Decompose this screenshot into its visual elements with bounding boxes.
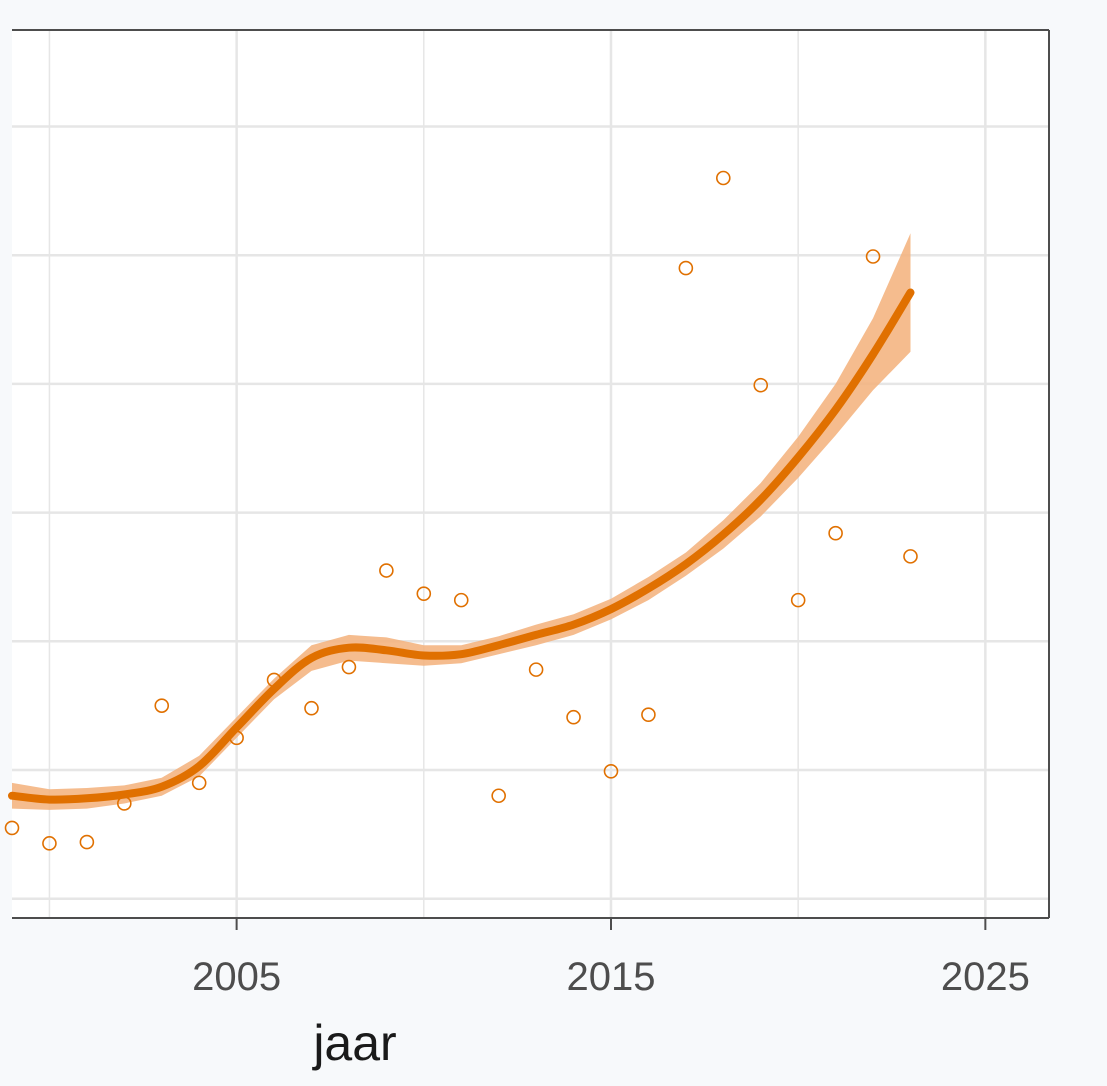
- data-point: [865, 249, 881, 264]
- data-point: [304, 700, 319, 716]
- data-point: [528, 662, 544, 677]
- data-point: [903, 549, 918, 564]
- x-axis-title: jaar: [311, 1015, 396, 1071]
- confidence-band-layer: [12, 233, 911, 810]
- smooth-trend-line: [8, 288, 915, 804]
- x-tick-label: 2015: [566, 955, 655, 999]
- data-point: [117, 796, 132, 811]
- data-point: [491, 788, 506, 804]
- data-point: [790, 592, 806, 608]
- data-point: [42, 836, 57, 851]
- axis-layer: [12, 29, 1050, 919]
- data-point: [603, 763, 619, 779]
- data-point: [753, 377, 769, 393]
- data-point: [266, 672, 282, 688]
- data-points-layer: [4, 170, 918, 851]
- data-point: [154, 698, 170, 713]
- data-point: [828, 525, 843, 541]
- data-point: [678, 260, 694, 276]
- data-point: [229, 730, 244, 746]
- data-point: [453, 592, 469, 608]
- data-point: [379, 563, 394, 578]
- data-point: [416, 586, 432, 601]
- data-point: [566, 709, 581, 725]
- data-point: [191, 775, 207, 791]
- smooth-line-layer: [8, 288, 915, 804]
- data-point: [641, 707, 656, 722]
- x-tick-label: 2025: [941, 955, 1030, 999]
- data-point: [79, 834, 95, 850]
- data-point: [341, 659, 357, 675]
- x-axis-ticks: 2005 2015 2025: [192, 918, 1030, 999]
- x-tick-label: 2005: [192, 955, 281, 999]
- data-point: [715, 170, 731, 186]
- data-point: [4, 820, 20, 836]
- confidence-band: [12, 233, 911, 810]
